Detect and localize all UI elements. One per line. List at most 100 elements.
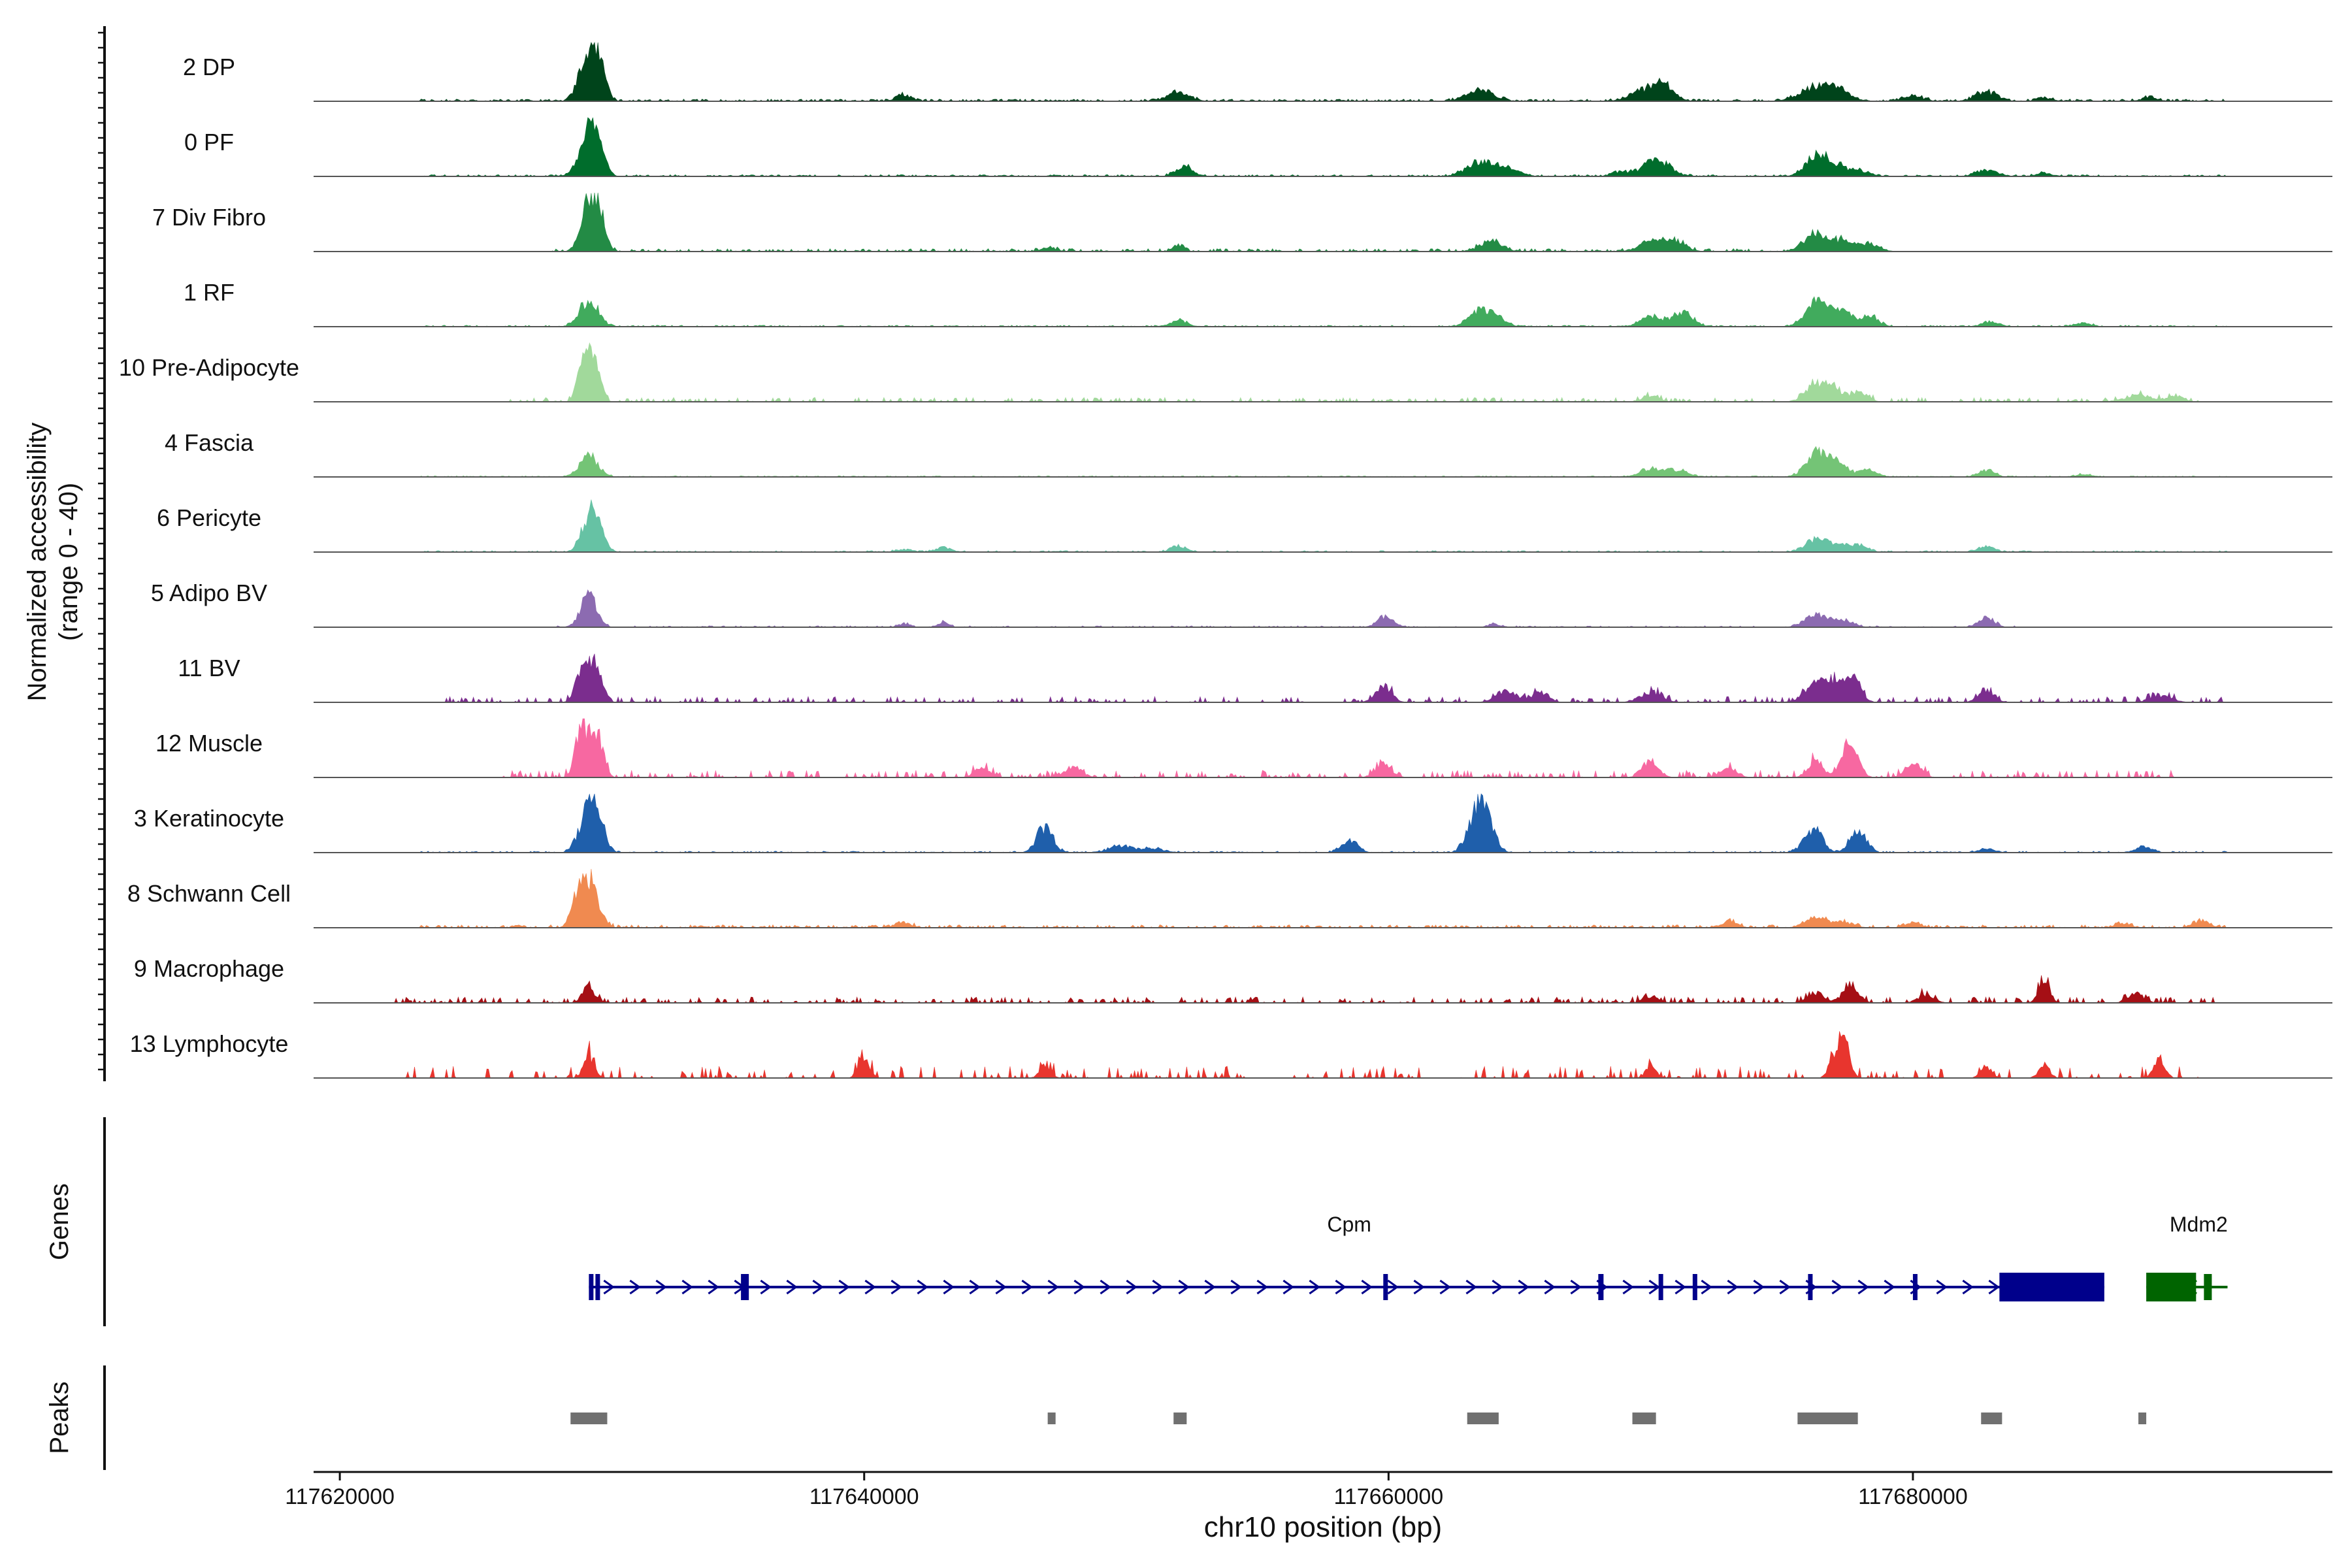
- strand-arrow: [1282, 1279, 1294, 1295]
- track-2-dp: 2 DP: [183, 41, 2332, 102]
- coverage-tracks: 2 DP 0 PF 7 Div Fibro 1 RF 10 Pre-Adipocyte 4…: [119, 41, 2332, 1079]
- x-axis-tick-label: 117660000: [1333, 1484, 1443, 1509]
- track-label: 13 Lymphocyte: [130, 1030, 289, 1057]
- track-label: 8 Schwann Cell: [127, 880, 291, 907]
- strand-arrow: [1204, 1279, 1216, 1295]
- gene-mdm2: Mdm2: [2146, 1213, 2228, 1301]
- strand-arrow: [1178, 1279, 1190, 1295]
- peak-region: [1797, 1413, 1858, 1424]
- gene-exon: [2204, 1274, 2212, 1300]
- track-0-pf: 0 PF: [184, 117, 2332, 177]
- y-axis: [98, 26, 106, 1081]
- strand-arrow: [1256, 1279, 1268, 1295]
- track-label: 5 Adipo BV: [151, 580, 267, 606]
- track-label: 3 Keratinocyte: [134, 805, 284, 832]
- genes-panel: Genes Cpm Mdm2: [45, 1117, 2228, 1326]
- strand-arrow: [1962, 1279, 1974, 1295]
- strand-arrow: [1439, 1279, 1451, 1295]
- strand-arrow: [1570, 1279, 1582, 1295]
- x-axis: 117620000 117640000 117660000 117680000: [285, 1471, 2332, 1509]
- strand-arrow: [1936, 1279, 1948, 1295]
- strand-arrow: [1361, 1279, 1373, 1295]
- track-10-pre-adipocyte: 10 Pre-Adipocyte: [119, 342, 2332, 402]
- gene-name-label: Mdm2: [2170, 1213, 2228, 1236]
- track-label: 7 Div Fibro: [152, 204, 266, 231]
- strand-arrow: [629, 1279, 641, 1295]
- track-label: 9 Macrophage: [134, 955, 284, 982]
- peak-region: [1632, 1413, 1656, 1424]
- gene-cpm: Cpm: [589, 1213, 2104, 1301]
- strand-arrow: [1622, 1279, 1634, 1295]
- strand-arrow: [943, 1279, 955, 1295]
- track-label: 0 PF: [184, 129, 234, 155]
- strand-arrow: [1126, 1279, 1137, 1295]
- strand-arrow: [1648, 1279, 1660, 1295]
- peak-regions: [570, 1413, 2147, 1424]
- strand-arrow: [708, 1279, 719, 1295]
- strand-arrow: [969, 1279, 981, 1295]
- peak-region: [1981, 1413, 2002, 1424]
- gene-exon: [1692, 1274, 1697, 1300]
- x-axis-title: chr10 position (bp): [1204, 1511, 1442, 1543]
- strand-arrow: [1727, 1279, 1739, 1295]
- strand-arrow: [864, 1279, 876, 1295]
- gene-exon: [1808, 1274, 1813, 1300]
- gene-exon: [595, 1274, 600, 1300]
- track-4-fascia: 4 Fascia: [165, 429, 2332, 478]
- strand-arrow: [1047, 1279, 1059, 1295]
- gene-exon: [1383, 1274, 1388, 1300]
- strand-arrow: [1518, 1279, 1529, 1295]
- y-axis-title-line2: (range 0 - 40): [54, 483, 83, 641]
- strand-arrow: [1492, 1279, 1503, 1295]
- gene-models: Cpm Mdm2: [589, 1213, 2228, 1301]
- gene-exon: [1912, 1274, 1918, 1300]
- strand-arrow: [1674, 1279, 1686, 1295]
- gene-exon: [589, 1274, 594, 1300]
- strand-arrow: [1465, 1279, 1477, 1295]
- x-axis-tick-label: 117680000: [1858, 1484, 1968, 1509]
- genes-panel-title: Genes: [45, 1183, 74, 1260]
- strand-arrow: [655, 1279, 667, 1295]
- strand-arrow: [1100, 1279, 1111, 1295]
- strand-arrow: [995, 1279, 1007, 1295]
- strand-arrow: [1230, 1279, 1242, 1295]
- track-13-lymphocyte: 13 Lymphocyte: [130, 1030, 2332, 1079]
- gene-exon: [1999, 1273, 2104, 1301]
- strand-arrow: [1988, 1279, 2000, 1295]
- strand-arrow: [917, 1279, 928, 1295]
- strand-arrow: [1753, 1279, 1765, 1295]
- strand-arrow: [1073, 1279, 1085, 1295]
- track-1-rf: 1 RF: [184, 279, 2332, 327]
- track-label: 12 Muscle: [155, 730, 263, 757]
- track-3-keratinocyte: 3 Keratinocyte: [134, 793, 2332, 853]
- track-11-bv: 11 BV: [178, 653, 2332, 703]
- gene-exon: [1658, 1274, 1663, 1300]
- strand-arrow: [1701, 1279, 1712, 1295]
- gene-exon: [741, 1274, 749, 1300]
- gene-name-label: Cpm: [1327, 1213, 1371, 1236]
- strand-arrow: [1779, 1279, 1791, 1295]
- track-6-pericyte: 6 Pericyte: [157, 499, 2332, 553]
- gene-exon: [2146, 1273, 2197, 1301]
- track-7-div-fibro: 7 Div Fibro: [152, 192, 2332, 252]
- strand-arrow: [1021, 1279, 1033, 1295]
- strand-arrow: [603, 1279, 615, 1295]
- peak-region: [1467, 1413, 1499, 1424]
- peak-region: [570, 1413, 608, 1424]
- strand-arrow: [1152, 1279, 1164, 1295]
- strand-arrow: [786, 1279, 798, 1295]
- track-9-macrophage: 9 Macrophage: [134, 955, 2332, 1004]
- strand-arrow: [1309, 1279, 1320, 1295]
- coverage-area: [314, 41, 2332, 102]
- track-label: 6 Pericyte: [157, 504, 261, 531]
- strand-arrow: [1387, 1279, 1399, 1295]
- track-label: 1 RF: [184, 279, 235, 306]
- track-label: 10 Pre-Adipocyte: [119, 354, 299, 381]
- x-axis-tick-label: 117620000: [285, 1484, 395, 1509]
- strand-arrow: [1884, 1279, 1895, 1295]
- strand-arrow: [838, 1279, 850, 1295]
- strand-arrow: [760, 1279, 772, 1295]
- strand-arrow: [1413, 1279, 1425, 1295]
